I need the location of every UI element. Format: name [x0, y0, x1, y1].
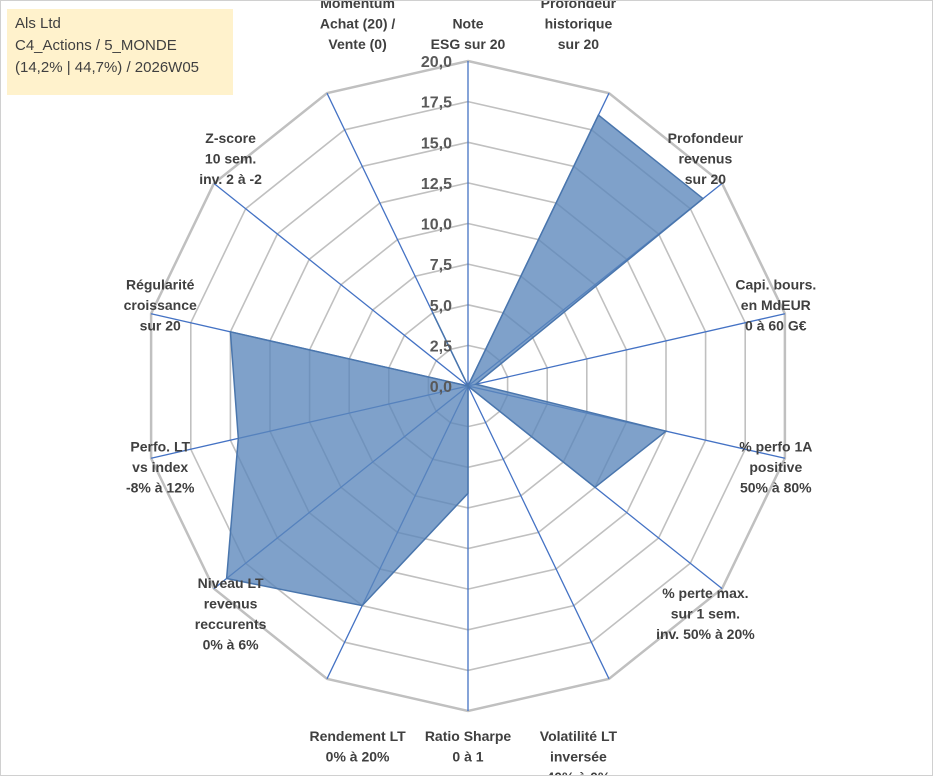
- axis-label-line: 0% à 20%: [326, 749, 390, 765]
- axis-label-line: sur 20: [685, 171, 726, 187]
- axis-label-line: Ratio Sharpe: [425, 728, 512, 744]
- axis-label-line: 50% à 80%: [740, 480, 812, 496]
- tick-label: 5,0: [430, 298, 452, 315]
- axis-label: Régularité croissance sur 20: [124, 276, 197, 333]
- axis-labels: Note ESG sur 20 Profondeur historique sur 20…: [124, 1, 817, 775]
- axis-label: Z-score 10 sem. inv. 2 à -2: [199, 130, 262, 187]
- axis-label: Perfo. LT vs index -8% à 12%: [126, 439, 195, 496]
- axis-label-line: en MdEUR: [741, 297, 811, 313]
- axis-label-line: Momentum: [320, 1, 395, 11]
- axis-label-line: sur 20: [558, 36, 599, 52]
- axis-label: Momentum Achat (20) / Vente (0): [320, 1, 396, 52]
- axis-label-line: 40% à 0%: [546, 769, 610, 775]
- axis-label-line: Perfo. LT: [130, 439, 190, 455]
- axis-spoke: [213, 182, 469, 387]
- tick-label: 17,5: [421, 95, 452, 112]
- axis-label-line: -8% à 12%: [126, 480, 195, 496]
- tick-label: 7,5: [430, 257, 452, 274]
- axis-label-line: positive: [749, 459, 802, 475]
- axis-label: Volatilité LT inversée 40% à 0%: [540, 728, 618, 775]
- axis-spoke: [467, 385, 610, 680]
- radial-tick-labels: 0,0 2,5 5,0 7,5 10,0 12,5 15,0 17,5 20,0: [421, 54, 452, 396]
- axis-label: Note ESG sur 20: [431, 16, 506, 53]
- tick-label: 20,0: [421, 54, 452, 71]
- axis-label-line: Z-score: [205, 130, 256, 146]
- axis-label-line: inv. 50% à 20%: [656, 626, 755, 642]
- title-box: Als Ltd C4_Actions / 5_MONDE (14,2% | 44…: [7, 9, 233, 95]
- axis-label-line: Profondeur: [668, 130, 744, 146]
- axis-label: Profondeur revenus sur 20: [668, 130, 744, 187]
- axis-label-line: sur 1 sem.: [671, 606, 740, 622]
- axis-label: % perfo 1A positive 50% à 80%: [739, 439, 812, 496]
- axis-label-line: inv. 2 à -2: [199, 171, 262, 187]
- axis-label: Capi. bours. en MdEUR 0 à 60 G€: [735, 276, 816, 333]
- tick-label: 2,5: [430, 338, 452, 355]
- axis-spoke: [467, 313, 786, 387]
- axis-label-line: Volatilité LT: [540, 728, 618, 744]
- series-area: [225, 113, 705, 607]
- axis-label-line: Profondeur: [541, 1, 617, 11]
- axis-label-line: 0 à 1: [452, 749, 483, 765]
- axis-label-line: Achat (20) /: [320, 16, 396, 32]
- axis-label-line: revenus: [204, 595, 258, 611]
- tick-label: 10,0: [421, 217, 452, 234]
- axis-label-line: reccurents: [195, 616, 267, 632]
- axis-label-line: revenus: [679, 150, 733, 166]
- axis-label-line: sur 20: [140, 317, 181, 333]
- axis-label-line: Note: [452, 16, 483, 32]
- company-name: Als Ltd: [15, 15, 61, 32]
- axis-label-line: % perfo 1A: [739, 439, 812, 455]
- axis-label-line: 10 sem.: [205, 150, 256, 166]
- axis-label-line: inversée: [550, 749, 607, 765]
- axis-label-line: Niveau LT: [198, 575, 264, 591]
- axis-label-line: 0 à 60 G€: [745, 317, 807, 333]
- axis-label: Niveau LT revenus reccurents 0% à 6%: [195, 575, 267, 653]
- axis-label: % perte max. sur 1 sem. inv. 50% à 20%: [656, 585, 755, 642]
- axis-label-line: Régularité: [126, 276, 195, 292]
- period-label: (14,2% | 44,7%) / 2026W05: [15, 59, 199, 76]
- universe-label: C4_Actions / 5_MONDE: [15, 37, 177, 54]
- axis-label: Rendement LT 0% à 20%: [309, 728, 406, 765]
- axis-label-line: ESG sur 20: [431, 36, 506, 52]
- axis-label-line: croissance: [124, 297, 197, 313]
- axis-label-line: vs index: [132, 459, 188, 475]
- axis-label: Ratio Sharpe 0 à 1: [425, 728, 512, 765]
- axis-label-line: 0% à 6%: [203, 636, 260, 652]
- axis-label-line: Capi. bours.: [735, 276, 816, 292]
- axis-label-line: Vente (0): [328, 36, 386, 52]
- tick-label: 0,0: [430, 379, 452, 396]
- axis-label-line: % perte max.: [662, 585, 748, 601]
- tick-label: 12,5: [421, 176, 452, 193]
- axis-label-line: Rendement LT: [309, 728, 406, 744]
- axis-label: Profondeur historique sur 20: [541, 1, 617, 52]
- axis-label-line: historique: [545, 16, 613, 32]
- tick-label: 15,0: [421, 135, 452, 152]
- data-series: [225, 113, 705, 607]
